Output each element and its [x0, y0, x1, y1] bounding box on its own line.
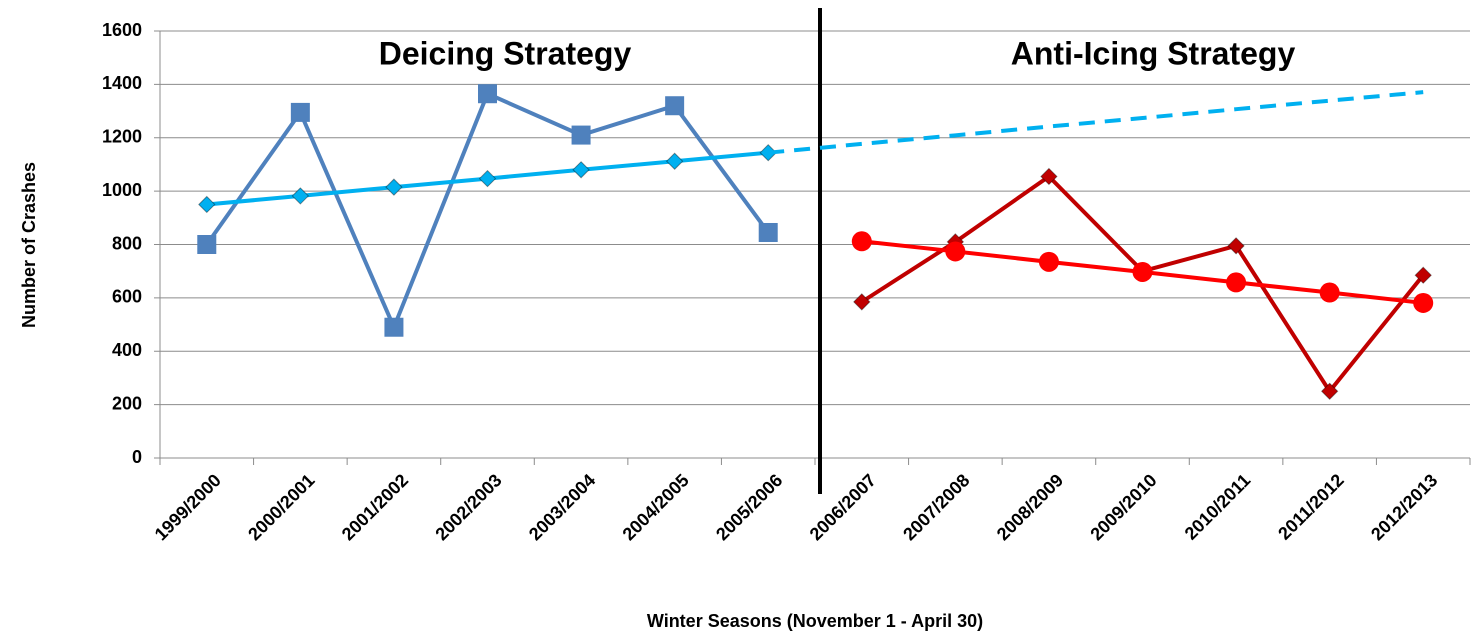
- series-line: [860, 173, 1425, 395]
- series-line: [205, 91, 770, 333]
- marker: [478, 169, 497, 188]
- marker: [1413, 292, 1434, 313]
- marker: [290, 102, 310, 122]
- y-tick-label: 200: [112, 393, 142, 413]
- marker: [1320, 382, 1339, 400]
- marker: [198, 195, 216, 214]
- x-tick-label: 2006/2007: [806, 470, 880, 544]
- marker: [478, 84, 497, 104]
- series-line: [768, 90, 1424, 155]
- y-tick-label: 1600: [102, 20, 142, 40]
- marker: [665, 96, 685, 116]
- x-tick-label: 2000/2001: [244, 470, 318, 544]
- x-tick-label: 2011/2012: [1274, 470, 1348, 544]
- x-tick-label: 2004/2005: [619, 470, 693, 544]
- marker: [1319, 282, 1340, 303]
- x-tick-label: 2002/2003: [431, 470, 505, 544]
- x-tick-label: 2007/2008: [899, 470, 973, 544]
- y-tick-label: 1000: [102, 180, 142, 200]
- marker: [1040, 167, 1058, 186]
- annotation: Deicing Strategy: [379, 35, 632, 71]
- marker: [571, 125, 591, 145]
- marker: [291, 187, 310, 205]
- marker: [1414, 266, 1432, 284]
- marker: [385, 178, 403, 196]
- x-tick-label: 2005/2006: [712, 470, 786, 544]
- marker: [197, 235, 217, 254]
- x-tick-label: 2009/2010: [1086, 470, 1160, 544]
- marker: [1038, 251, 1059, 272]
- y-tick-label: 1200: [102, 127, 142, 147]
- marker: [1226, 272, 1247, 293]
- annotation: Anti-Icing Strategy: [1011, 35, 1296, 71]
- x-tick-label: 2008/2009: [993, 470, 1067, 544]
- marker: [384, 317, 404, 337]
- marker: [572, 161, 590, 179]
- x-axis-label: Winter Seasons (November 1 - April 30): [647, 611, 983, 631]
- y-tick-label: 600: [112, 287, 142, 307]
- marker: [1132, 261, 1153, 282]
- marker: [1227, 237, 1245, 255]
- y-tick-label: 800: [112, 233, 142, 253]
- x-tick-label: 2001/2002: [338, 470, 412, 544]
- marker: [758, 222, 778, 242]
- marker: [945, 241, 966, 262]
- marker: [759, 143, 777, 162]
- y-tick-label: 1400: [102, 73, 142, 93]
- y-tick-label: 400: [112, 340, 142, 360]
- x-tick-label: 2012/2013: [1367, 470, 1441, 544]
- x-tick-label: 1999/2000: [151, 470, 225, 544]
- marker: [853, 293, 871, 311]
- x-tick-label: 2003/2004: [525, 470, 599, 544]
- x-tick-label: 2010/2011: [1181, 470, 1255, 544]
- y-tick-label: 0: [132, 447, 142, 467]
- y-axis-label: Number of Crashes: [19, 162, 39, 328]
- marker: [665, 152, 684, 170]
- marker: [851, 231, 872, 252]
